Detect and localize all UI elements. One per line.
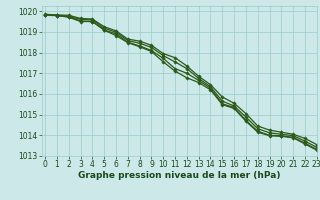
- X-axis label: Graphe pression niveau de la mer (hPa): Graphe pression niveau de la mer (hPa): [78, 171, 280, 180]
